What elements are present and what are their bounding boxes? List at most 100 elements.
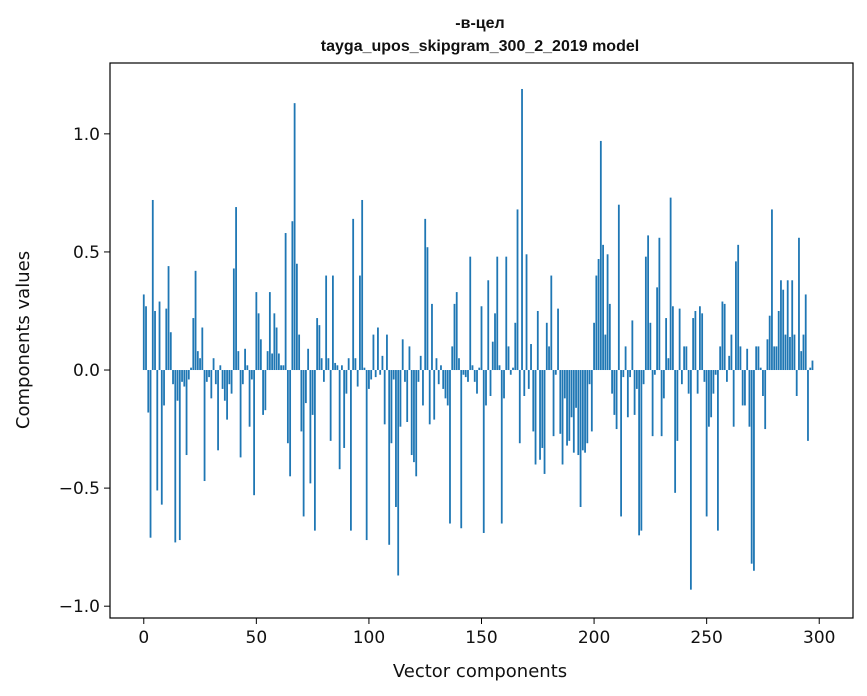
y-tick-label: −0.5: [59, 479, 100, 499]
bar: [629, 370, 631, 378]
y-axis-label: Components values: [13, 251, 34, 429]
bar: [190, 367, 192, 371]
bar: [404, 370, 406, 382]
bar: [352, 218, 355, 371]
bar: [212, 358, 215, 371]
bar: [244, 348, 246, 371]
bar: [651, 370, 654, 437]
bar: [289, 370, 292, 477]
bar: [597, 259, 600, 371]
bar: [471, 365, 474, 371]
bar: [458, 358, 460, 371]
bar: [147, 370, 150, 413]
bar: [277, 353, 280, 371]
bar: [183, 370, 186, 387]
bar: [302, 370, 305, 517]
bar: [696, 370, 699, 394]
bar: [253, 370, 255, 496]
bar: [313, 370, 316, 531]
bar: [631, 320, 634, 371]
bar: [563, 370, 566, 399]
bar: [142, 294, 145, 371]
bar: [422, 370, 424, 406]
bar: [374, 370, 377, 378]
bar: [732, 370, 735, 427]
bar: [208, 370, 210, 378]
bar: [512, 367, 514, 371]
bar: [624, 346, 627, 371]
bar: [759, 367, 762, 371]
bar: [685, 346, 688, 371]
bar: [154, 310, 156, 371]
bar: [217, 370, 219, 451]
bar: [575, 370, 577, 408]
y-tick-label: −1.0: [59, 597, 100, 617]
bar: [703, 370, 706, 382]
bar: [286, 370, 289, 444]
bar: [482, 370, 485, 533]
bar: [307, 348, 310, 371]
bar: [667, 358, 670, 371]
bar: [320, 358, 323, 371]
bar: [753, 370, 755, 571]
bar: [413, 370, 415, 463]
x-tick-label: 250: [690, 628, 722, 648]
bar: [615, 370, 618, 430]
bar: [662, 370, 665, 399]
bar: [809, 367, 812, 371]
x-tick-label: 100: [353, 628, 385, 648]
bar: [737, 244, 740, 371]
bar: [775, 346, 778, 371]
bars-group: [142, 88, 814, 590]
bar: [377, 327, 379, 371]
bar: [442, 370, 445, 389]
bar: [766, 339, 769, 371]
bar: [239, 370, 242, 458]
bar: [678, 308, 681, 371]
bar: [372, 334, 375, 371]
x-axis-label: Vector components: [393, 661, 567, 682]
bar: [361, 199, 364, 371]
bar: [417, 370, 420, 382]
bar: [791, 280, 794, 371]
bar: [757, 346, 760, 371]
x-tick-label: 300: [803, 628, 835, 648]
bar: [644, 256, 647, 371]
bar: [262, 370, 264, 415]
bar: [341, 365, 343, 371]
bar: [291, 221, 294, 371]
bar: [370, 370, 373, 380]
bar: [642, 370, 645, 385]
bar: [584, 370, 586, 453]
bar: [473, 370, 476, 382]
bar: [717, 370, 719, 531]
bar: [604, 334, 607, 371]
bar: [271, 353, 274, 371]
bar: [410, 370, 413, 456]
y-tick-label: 0.5: [73, 243, 100, 263]
bar: [710, 370, 713, 418]
plot-frame: [109, 62, 854, 619]
bar: [199, 358, 201, 371]
bar: [689, 370, 692, 590]
bar: [232, 268, 235, 371]
bar: [318, 325, 321, 371]
bar: [383, 370, 386, 425]
bar: [397, 370, 400, 576]
bar: [640, 370, 643, 531]
bar: [611, 370, 613, 394]
bar: [784, 334, 787, 371]
bar: [802, 334, 805, 371]
bar: [649, 322, 652, 371]
bar: [595, 275, 598, 371]
bar: [219, 365, 222, 371]
bar: [221, 370, 224, 389]
bar: [467, 370, 469, 382]
bar: [165, 308, 168, 371]
bar: [392, 370, 395, 380]
bar: [739, 346, 742, 371]
bar: [487, 280, 490, 371]
bar: [356, 370, 359, 387]
bar: [300, 370, 303, 432]
